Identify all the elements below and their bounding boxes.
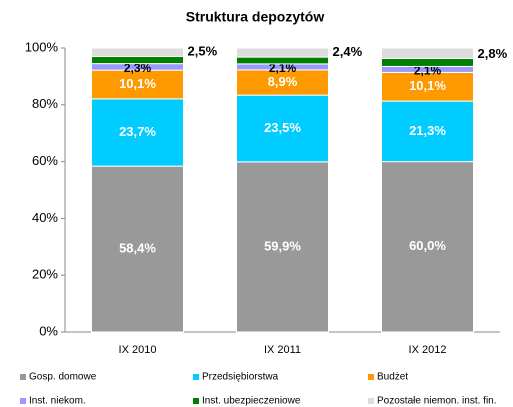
bar-segment [236, 47, 329, 58]
data-label: 23,7% [119, 124, 156, 139]
bar-segment [236, 56, 329, 65]
legend-label: Inst. niekom. [29, 396, 86, 407]
y-tick-label: 60% [32, 153, 58, 168]
y-tick-label: 100% [25, 39, 59, 54]
data-label: 10,1% [409, 78, 446, 93]
legend-swatch [193, 374, 199, 380]
legend-swatch [368, 398, 374, 404]
bar-segment [381, 47, 474, 60]
legend-label: Pozostałe niemon. inst. fin. [377, 396, 497, 407]
bar-segment [91, 98, 184, 167]
y-tick-label: 40% [32, 210, 58, 225]
data-label: 60,0% [409, 238, 446, 253]
data-label: 23,5% [264, 120, 301, 135]
legend-label: Budżet [377, 372, 408, 383]
bar-segment [236, 69, 329, 96]
data-label: 2,8% [478, 46, 508, 61]
data-label: 2,1% [414, 64, 442, 78]
y-tick-label: 20% [32, 267, 58, 282]
y-tick-label: 0% [39, 323, 58, 338]
chart-title: Struktura depozytów [186, 9, 325, 25]
data-label: 8,9% [268, 74, 298, 89]
bar-segment [236, 94, 329, 163]
bar-segment [381, 71, 474, 102]
legend-swatch [368, 374, 374, 380]
data-label: 2,1% [269, 61, 297, 75]
bar-segment [91, 56, 184, 65]
data-label: 2,5% [188, 44, 218, 59]
bar-segment [381, 100, 474, 163]
bar-segment [91, 47, 184, 58]
x-tick-label: IX 2012 [409, 344, 447, 356]
legend-swatch [193, 398, 199, 404]
bar-segment [236, 161, 329, 333]
bar-segment [381, 58, 474, 67]
data-label: 58,4% [119, 241, 156, 256]
data-label: 2,3% [124, 61, 152, 75]
legend-label: Gosp. domowe [29, 372, 97, 383]
bar-segment [91, 165, 184, 333]
x-tick-label: IX 2011 [264, 344, 301, 356]
legend-swatch [20, 398, 26, 404]
bar-segment [381, 161, 474, 333]
bar-segment [91, 69, 184, 100]
legend-swatch [20, 374, 26, 380]
y-tick-label: 80% [32, 96, 58, 111]
legend-label: Przedsiębiorstwa [202, 372, 279, 383]
data-label: 21,3% [409, 123, 446, 138]
legend-label: Inst. ubezpieczeniowe [202, 396, 301, 407]
data-label: 10,1% [119, 76, 156, 91]
data-label: 2,4% [333, 44, 363, 59]
x-tick-label: IX 2010 [119, 344, 157, 356]
data-label: 59,9% [264, 238, 301, 253]
